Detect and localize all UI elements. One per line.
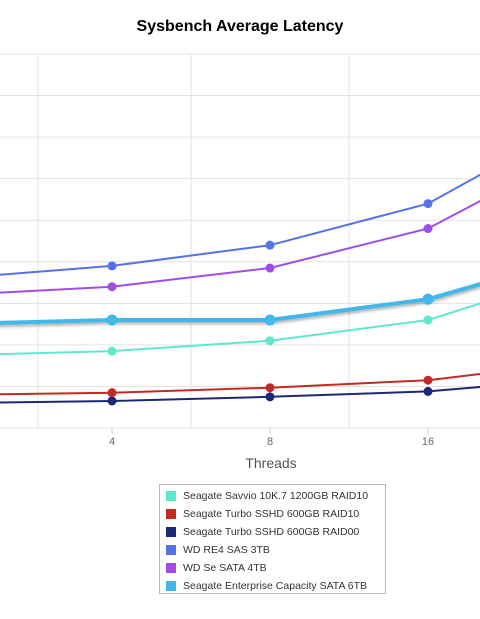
series-4 xyxy=(0,200,480,294)
series-0 xyxy=(0,302,480,356)
legend-item[interactable]: Seagate Enterprise Capacity SATA 6TB xyxy=(166,577,385,595)
x-tick-labels: 4 8 16 xyxy=(109,436,434,448)
chart-title: Sysbench Average Latency xyxy=(136,18,344,35)
x-tick-label: 16 xyxy=(422,436,434,448)
data-point xyxy=(107,261,117,271)
x-axis-label: Threads xyxy=(245,455,297,471)
data-point xyxy=(107,396,117,406)
legend: Seagate Savvio 10K.7 1200GB RAID10 Seagat… xyxy=(159,484,386,594)
data-point xyxy=(265,336,275,346)
data-point xyxy=(422,293,434,305)
legend-label: Seagate Enterprise Capacity SATA 6TB xyxy=(183,580,368,592)
grid xyxy=(0,53,480,434)
data-point xyxy=(107,388,117,398)
data-point xyxy=(264,314,276,326)
data-point xyxy=(265,240,275,250)
legend-label: Seagate Turbo SSHD 600GB RAID10 xyxy=(183,508,360,520)
data-point xyxy=(265,263,275,273)
x-tick-label: 8 xyxy=(267,436,273,448)
series-3 xyxy=(0,173,480,276)
data-point xyxy=(423,224,433,234)
legend-swatch xyxy=(166,581,176,591)
legend-item[interactable]: WD RE4 SAS 3TB xyxy=(166,541,385,559)
data-point xyxy=(106,314,118,326)
data-point xyxy=(107,346,117,356)
legend-label: Seagate Savvio 10K.7 1200GB RAID10 xyxy=(183,490,369,502)
data-point xyxy=(423,386,433,396)
data-point xyxy=(107,282,117,292)
legend-label: WD Se SATA 4TB xyxy=(183,562,267,574)
legend-item[interactable]: Seagate Savvio 10K.7 1200GB RAID10 xyxy=(166,487,385,505)
series-5 xyxy=(0,282,480,326)
data-point xyxy=(265,383,275,393)
x-tick-label: 4 xyxy=(109,436,115,448)
legend-swatch xyxy=(166,563,176,573)
series-line xyxy=(0,373,480,396)
data-point xyxy=(265,392,275,402)
legend-item[interactable]: WD Se SATA 4TB xyxy=(166,559,385,577)
legend-item[interactable]: Seagate Turbo SSHD 600GB RAID10 xyxy=(166,505,385,523)
series-1 xyxy=(0,373,480,398)
legend-swatch xyxy=(166,509,176,519)
legend-swatch xyxy=(166,491,176,501)
legend-swatch xyxy=(166,545,176,555)
plot-area: 4 8 16 xyxy=(0,53,480,448)
legend-item[interactable]: Seagate Turbo SSHD 600GB RAID00 xyxy=(166,523,385,541)
data-point xyxy=(423,199,433,209)
legend-swatch xyxy=(166,527,176,537)
data-point xyxy=(423,375,433,385)
series-2 xyxy=(0,386,480,406)
legend-label: WD RE4 SAS 3TB xyxy=(183,544,270,556)
legend-label: Seagate Turbo SSHD 600GB RAID00 xyxy=(183,526,360,538)
series-line xyxy=(0,173,480,276)
series-group xyxy=(0,173,480,406)
data-point xyxy=(423,315,433,325)
series-line xyxy=(0,302,480,356)
